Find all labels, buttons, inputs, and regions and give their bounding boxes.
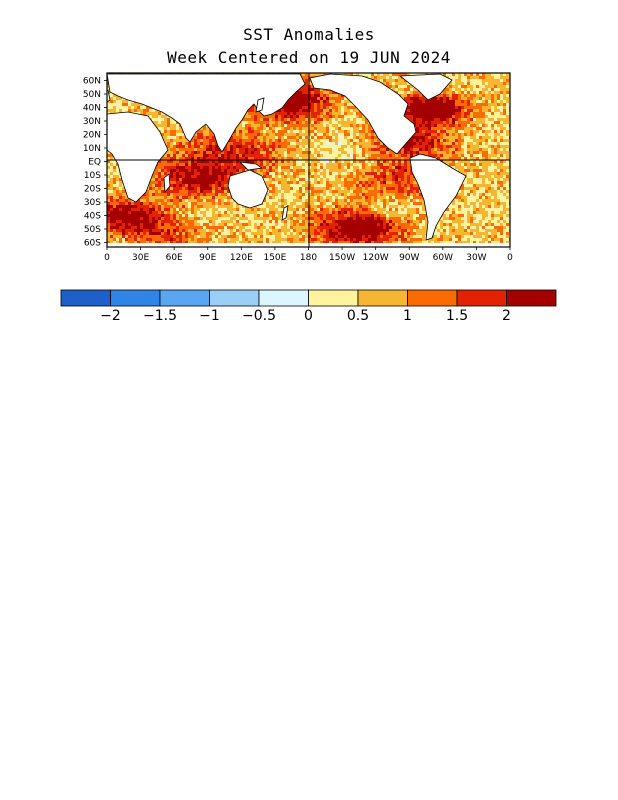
latitude-axis: 60N 50N 40N 30N 20N 10N EQ 10S 20S 30S 40S 50S 60S — [83, 77, 107, 249]
colorbar-label: 0 — [304, 308, 313, 324]
lon-tick-label: 60E — [166, 253, 183, 263]
lon-tick-label: 30E — [132, 253, 149, 263]
lat-tick-label: 50N — [83, 90, 101, 100]
colorbar-swatch — [258, 289, 309, 307]
australia — [227, 169, 269, 209]
colorbar-label: −2 — [100, 308, 121, 324]
colorbar-label: 2 — [502, 308, 511, 324]
lat-tick-label: 40S — [84, 212, 101, 222]
lat-tick-label: 30N — [83, 117, 101, 127]
colorbar-swatch — [110, 289, 161, 307]
new-zealand — [281, 205, 289, 221]
colorbar-swatch — [159, 289, 210, 307]
greenland — [398, 73, 453, 101]
colorbar-swatch — [308, 289, 359, 307]
colorbar-label: −1 — [199, 308, 220, 324]
colorbar-label: 1.5 — [446, 308, 468, 324]
colorbar-label: 0.5 — [347, 308, 369, 324]
north-america — [309, 73, 417, 155]
lat-tick-label: 20N — [83, 131, 101, 141]
colorbar-swatch — [456, 289, 507, 307]
longitude-axis: 0 30E 60E 90E 120E 150E 180 150W 120W 90W 60W 30W 0 — [104, 247, 513, 263]
lat-tick-label: 20S — [84, 185, 101, 195]
lat-tick-label: 10S — [84, 171, 101, 181]
lon-tick-label: 0 — [507, 253, 513, 263]
lat-tick-label: 60S — [84, 239, 101, 249]
lat-tick-label: 30S — [84, 198, 101, 208]
uk-ireland — [107, 89, 111, 103]
lon-tick-label: 120E — [230, 253, 253, 263]
lon-tick-label: 120W — [363, 253, 389, 263]
lon-tick-label: 90E — [199, 253, 216, 263]
lon-tick-label: 90W — [399, 253, 419, 263]
colorbar-swatch — [209, 289, 260, 307]
south-america — [409, 153, 467, 241]
lon-tick-label: 150E — [263, 253, 286, 263]
africa — [107, 111, 169, 203]
eurasia — [107, 73, 306, 153]
map-subtitle: Week Centered on 19 JUN 2024 — [167, 48, 451, 67]
colorbar — [60, 289, 557, 307]
lat-tick-label: EQ — [88, 158, 101, 168]
colorbar-swatch — [407, 289, 458, 307]
colorbar-swatch — [506, 289, 557, 307]
lat-tick-label: 60N — [83, 77, 101, 87]
colorbar-label: −1.5 — [143, 308, 177, 324]
map-title: SST Anomalies — [243, 25, 375, 44]
colorbar-swatch — [60, 289, 111, 307]
japan — [255, 97, 265, 113]
colorbar-labels: −2 −1.5 −1 −0.5 0 0.5 1 1.5 2 — [100, 308, 511, 324]
lon-tick-label: 0 — [104, 253, 110, 263]
colorbar-swatch — [357, 289, 408, 307]
lat-tick-label: 10N — [83, 144, 101, 154]
madagascar — [163, 173, 171, 194]
lon-tick-label: 150W — [329, 253, 355, 263]
lon-tick-label: 30W — [466, 253, 486, 263]
new-guinea — [238, 161, 264, 171]
lon-tick-label: 180 — [300, 253, 317, 263]
lat-tick-label: 40N — [83, 104, 101, 114]
lon-tick-label: 60W — [433, 253, 453, 263]
colorbar-label: −0.5 — [242, 308, 276, 324]
lat-tick-label: 50S — [84, 225, 101, 235]
colorbar-label: 1 — [403, 308, 412, 324]
